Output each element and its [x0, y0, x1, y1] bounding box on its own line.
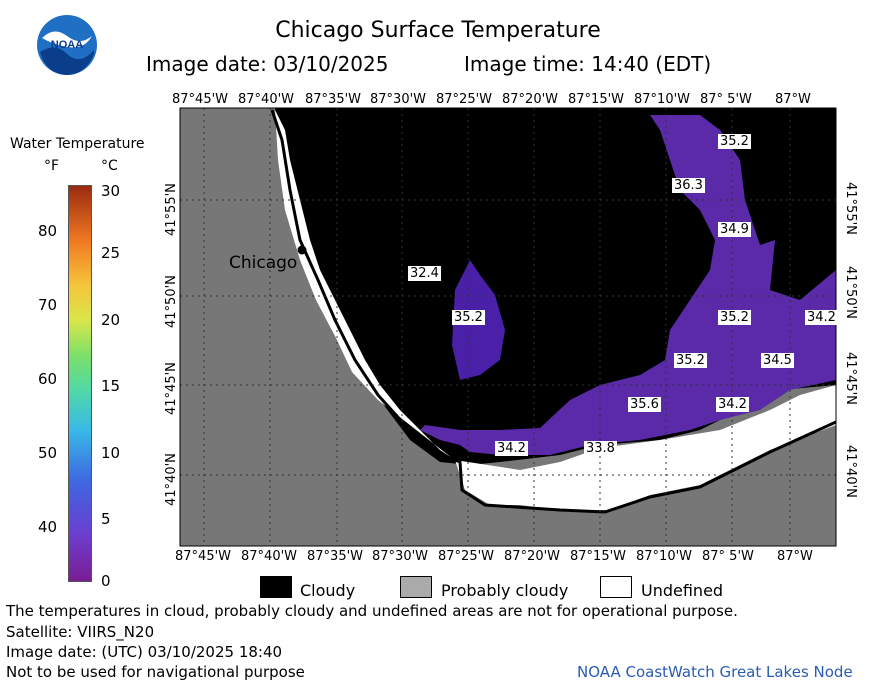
- lon-label-top: 87°10'W: [634, 92, 691, 107]
- lon-label-top: 87°20'W: [502, 92, 559, 107]
- page-title: Chicago Surface Temperature: [275, 18, 601, 43]
- image-date: Image date: 03/10/2025: [146, 52, 389, 76]
- footer-credit: NOAA CoastWatch Great Lakes Node: [577, 663, 853, 681]
- footer-disclaimer: The temperatures in cloud, probably clou…: [6, 602, 738, 620]
- lat-label-right: 41°50'N: [843, 266, 858, 319]
- c-tick: 0: [101, 572, 111, 590]
- lon-label-bottom: 87°35'W: [307, 549, 364, 564]
- lon-label-bottom: 87°W: [777, 549, 813, 564]
- temp-label: 33.8: [584, 441, 617, 456]
- f-tick: 60: [38, 370, 58, 388]
- colorbar: [68, 185, 92, 582]
- undefined-band: [275, 110, 480, 480]
- temp-label: 35.2: [452, 310, 485, 325]
- lat-label-left: 41°40'N: [164, 453, 179, 506]
- colorbar-title: Water Temperature: [10, 136, 145, 152]
- c-tick: 30: [101, 182, 121, 200]
- temp-label: 35.2: [718, 134, 751, 149]
- c-tick: 20: [101, 311, 121, 329]
- undefined-south: [455, 385, 836, 510]
- lon-label-bottom: 87°25'W: [438, 549, 495, 564]
- temp-label: 34.2: [805, 310, 838, 325]
- footer-satellite: Satellite: VIIRS_N20: [6, 623, 155, 641]
- f-tick: 40: [38, 518, 58, 536]
- temp-label: 35.6: [628, 397, 661, 412]
- temp-label: 36.3: [672, 178, 705, 193]
- lon-label-bottom: 87° 5'W: [702, 549, 754, 564]
- lon-label-top: 87°30'W: [370, 92, 427, 107]
- f-tick: 80: [38, 222, 58, 240]
- lon-label-top: 87°W: [775, 92, 811, 107]
- lat-label-right: 41°40'N: [843, 445, 858, 498]
- c-tick: 25: [101, 244, 121, 262]
- graticule: [180, 108, 836, 546]
- temp-label: 34.2: [495, 441, 528, 456]
- city-label: Chicago: [229, 253, 298, 273]
- lat-label-left: 41°50'N: [164, 275, 179, 328]
- lon-label-top: 87° 5'W: [700, 92, 752, 107]
- lon-label-top: 87°25'W: [436, 92, 493, 107]
- temp-label: 34.5: [761, 353, 794, 368]
- lon-label-top: 87°15'W: [568, 92, 625, 107]
- image-time: Image time: 14:40 (EDT): [464, 52, 712, 76]
- map-border: [179, 107, 837, 547]
- chicago-marker: [297, 245, 307, 255]
- temp-label: 34.2: [716, 397, 749, 412]
- lon-label-bottom: 87°40'W: [241, 549, 298, 564]
- legend-undefined: Undefined: [641, 581, 724, 600]
- colorbar-unit-f: °F: [44, 158, 60, 174]
- legend-probably-cloudy: Probably cloudy: [441, 581, 569, 600]
- lon-label-top: 87°35'W: [305, 92, 362, 107]
- subtitle: Image date: 03/10/2025 Image time: 14:40…: [0, 52, 876, 78]
- noaa-logo-icon: NOAA: [37, 15, 97, 75]
- lon-label-bottom: 87°15'W: [570, 549, 627, 564]
- lon-label-bottom: 87°45'W: [175, 549, 232, 564]
- footer-image-date: Image date: (UTC) 03/10/2025 18:40: [6, 643, 283, 661]
- lon-label-top: 87°45'W: [172, 92, 229, 107]
- c-tick: 5: [101, 510, 111, 528]
- legend-swatch-undefined: [600, 576, 632, 598]
- lat-label-right: 41°55'N: [843, 182, 858, 235]
- temp-label: 34.9: [718, 222, 751, 237]
- temp-label: 35.2: [718, 310, 751, 325]
- temp-label: 32.4: [408, 266, 441, 281]
- lat-label-right: 41°45'N: [843, 352, 858, 405]
- noaa-logo: NOAA: [36, 14, 98, 76]
- temp-label: 35.2: [674, 353, 707, 368]
- colorbar-unit-c: °C: [101, 158, 118, 174]
- noaa-logo-text: NOAA: [51, 39, 83, 51]
- legend-cloudy: Cloudy: [300, 581, 356, 600]
- f-tick: 50: [38, 444, 58, 462]
- legend-swatch-probably-cloudy: [400, 576, 432, 598]
- lat-label-left: 41°55'N: [164, 183, 179, 236]
- lon-label-top: 87°40'W: [238, 92, 295, 107]
- legend-swatch-cloudy: [260, 576, 292, 598]
- lon-label-bottom: 87°30'W: [372, 549, 429, 564]
- c-tick: 15: [101, 377, 121, 395]
- c-tick: 10: [101, 444, 121, 462]
- f-tick: 70: [38, 296, 58, 314]
- lon-label-bottom: 87°20'W: [504, 549, 561, 564]
- lat-label-left: 41°45'N: [164, 362, 179, 415]
- footer-navigation-warning: Not to be used for navigational purpose: [6, 663, 305, 681]
- lon-label-bottom: 87°10'W: [636, 549, 693, 564]
